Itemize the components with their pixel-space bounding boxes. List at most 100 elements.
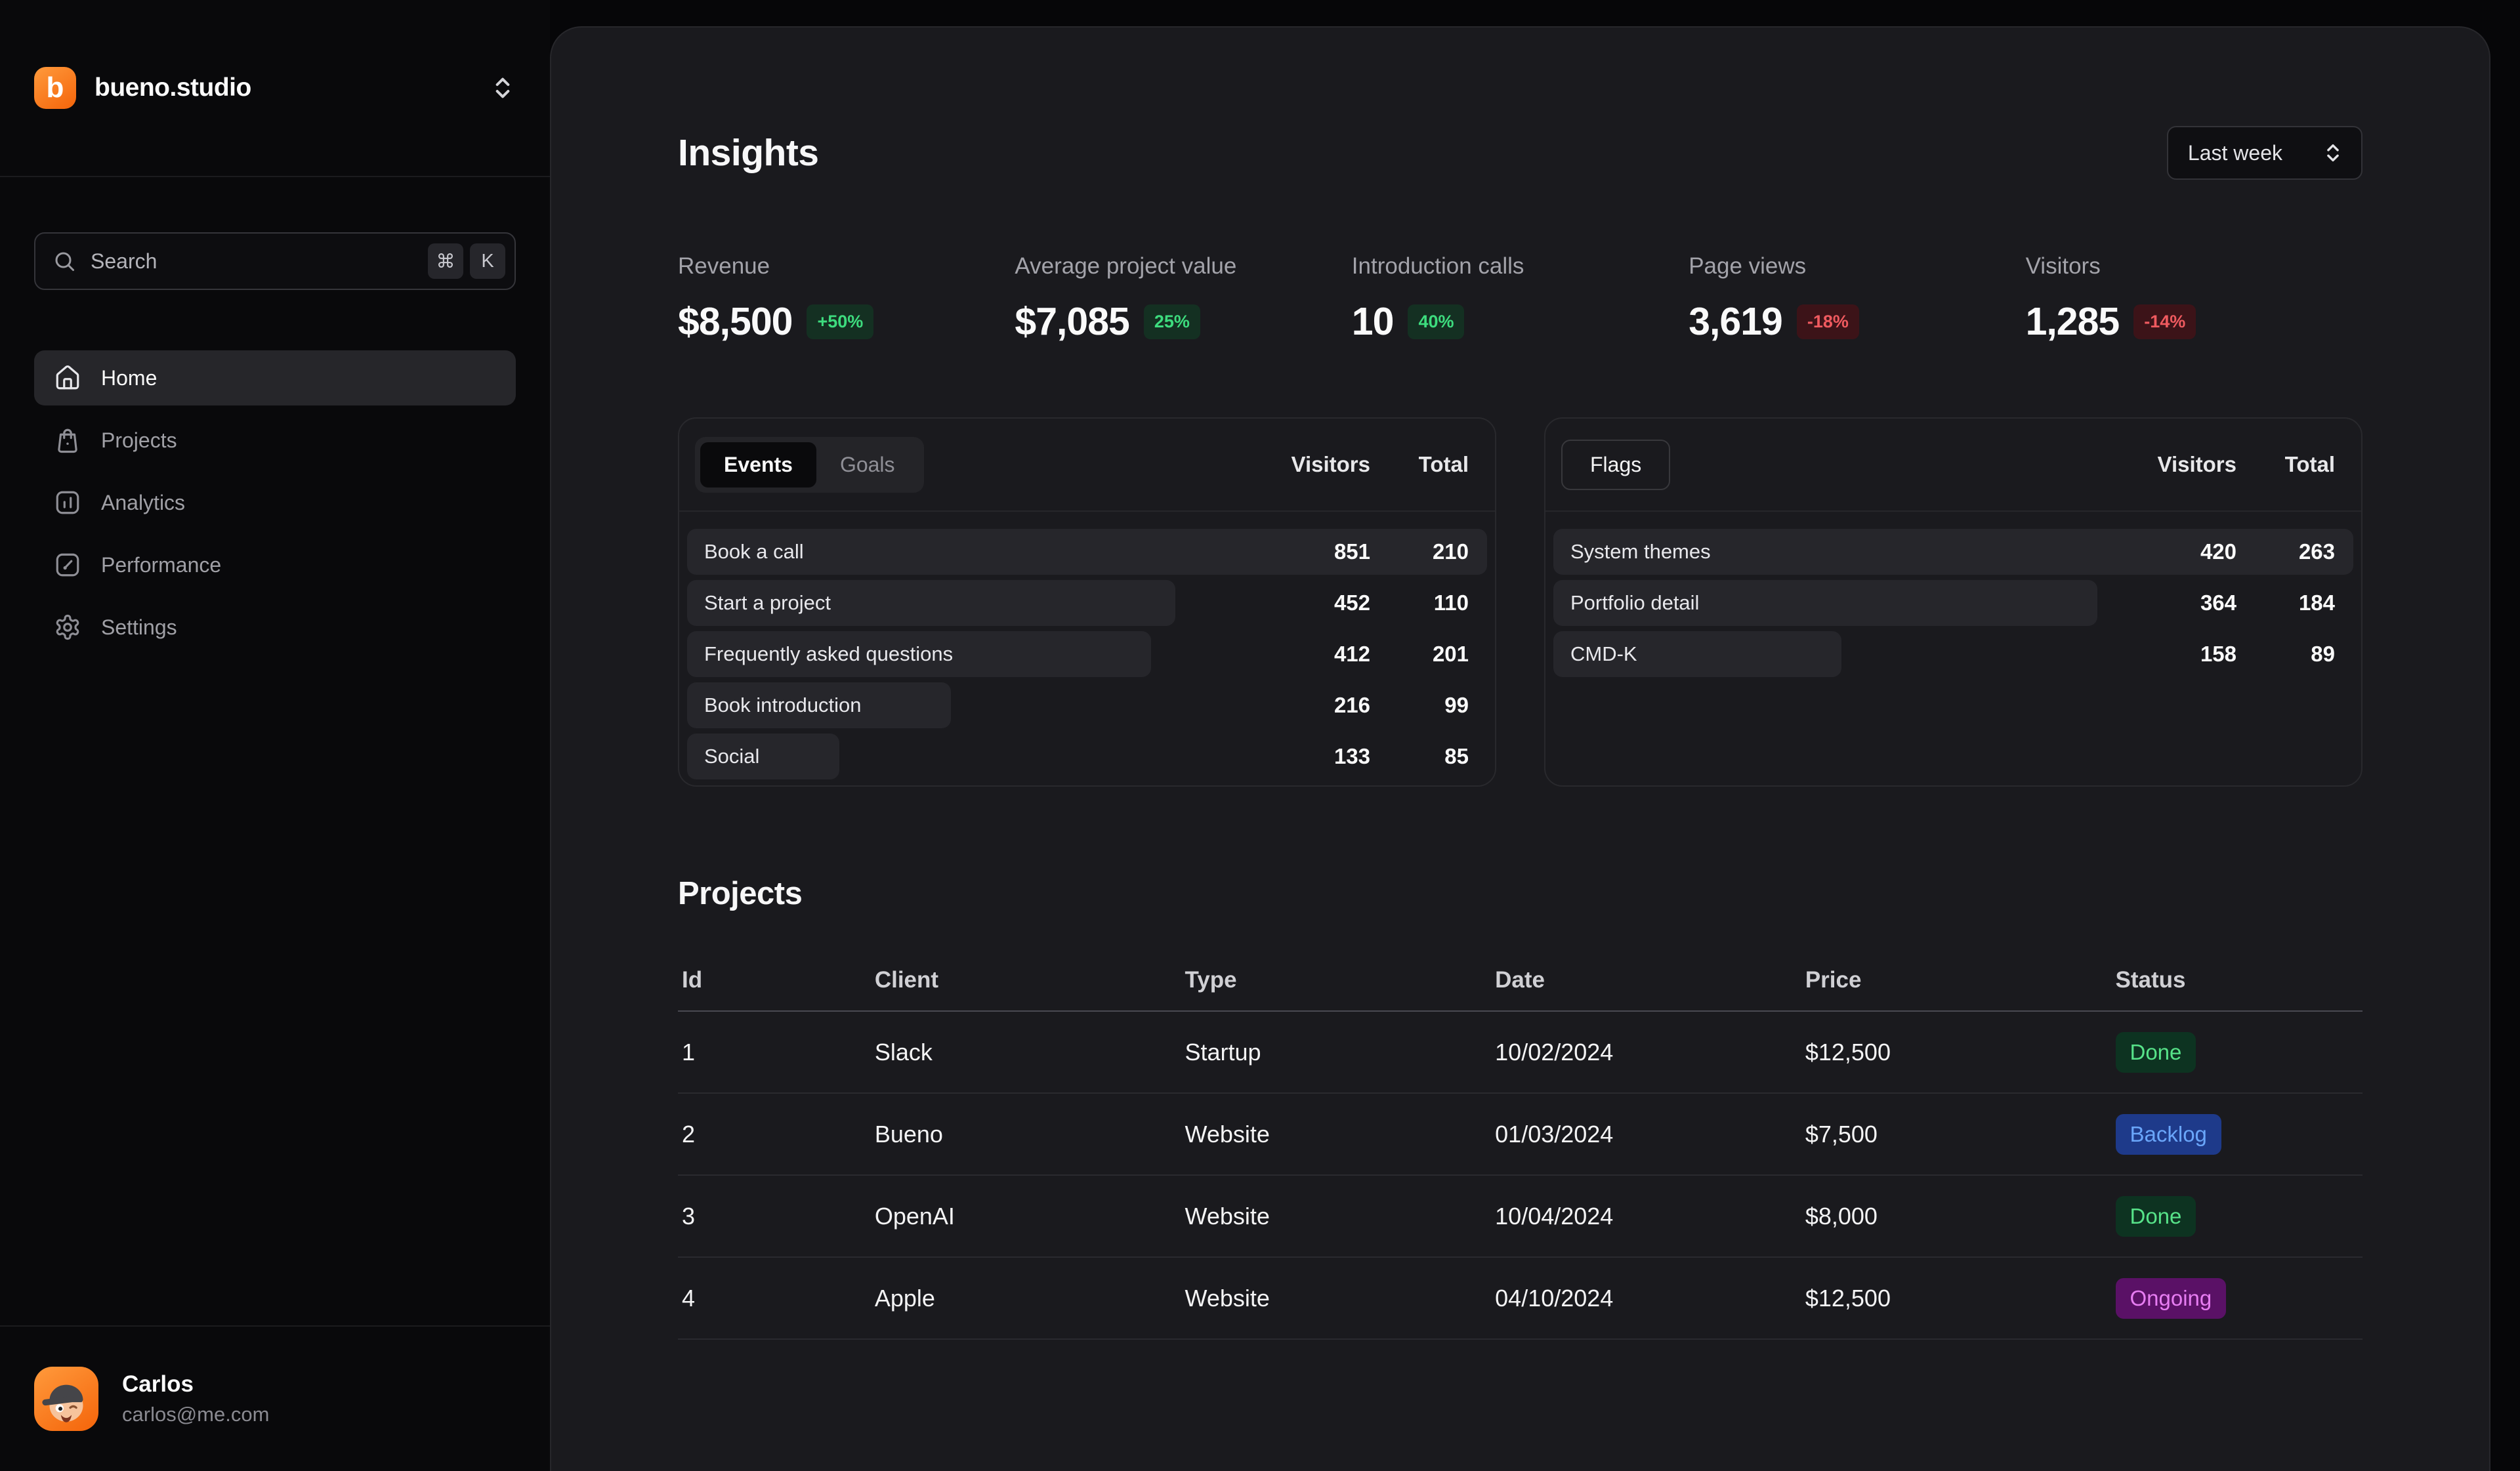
kpi-delta-badge: -18% (1796, 304, 1859, 339)
user-profile[interactable]: Carlos carlos@me.com (0, 1325, 550, 1471)
sidebar-item-projects[interactable]: Projects (34, 413, 516, 468)
performance-icon (54, 551, 81, 579)
events-goals-tabs: Events Goals (695, 436, 924, 493)
date-cell: 10/04/2024 (1495, 1202, 1614, 1230)
client-cell: Bueno (874, 1120, 943, 1148)
col-type: Type (1185, 967, 1237, 993)
visitors-value: 216 (1334, 693, 1370, 717)
price-cell: $12,500 (1805, 1284, 1891, 1312)
col-client: Client (874, 967, 939, 993)
k-keycap: K (470, 243, 505, 279)
sidebar-item-performance[interactable]: Performance (34, 537, 516, 592)
total-value: 210 (1432, 539, 1469, 564)
value-bar (687, 529, 1487, 575)
brand-name: bueno.studio (94, 73, 251, 102)
sidebar-item-label: Performance (101, 552, 222, 577)
col-status: Status (2115, 967, 2186, 993)
type-cell: Website (1185, 1120, 1270, 1148)
kpi-value: $7,085 (1015, 300, 1129, 343)
page-title: Insights (678, 132, 819, 174)
date-cell: 01/03/2024 (1495, 1120, 1614, 1148)
visitors-value: 412 (1334, 642, 1370, 666)
kpi-label: Average project value (1015, 253, 1237, 279)
kpi-value: 1,285 (2025, 300, 2120, 343)
tab-goals[interactable]: Goals (839, 452, 895, 476)
visitors-value: 133 (1334, 744, 1370, 768)
value-bar (687, 631, 1152, 677)
table-row: 1 Slack Startup 10/02/2024 $12,500 Done (678, 1012, 2362, 1094)
kpi-delta-badge: +50% (807, 304, 874, 339)
home-icon (54, 364, 81, 392)
row-label: Book a call (704, 540, 804, 563)
cmd-keycap: ⌘ (428, 243, 463, 279)
total-value: 184 (2298, 590, 2335, 615)
search-placeholder: Search (91, 249, 158, 273)
sidebar-item-label: Home (101, 365, 158, 390)
events-panel: Events Goals Visitors Total Book a call 8… (678, 417, 1496, 787)
total-value: 85 (1444, 744, 1469, 768)
kpi-value: 3,619 (1689, 300, 1783, 343)
total-value: 110 (1433, 590, 1469, 615)
event-row: Book introduction 216 99 (687, 682, 1487, 728)
status-cell: Ongoing (2115, 1277, 2359, 1319)
table-row: 2 Bueno Website 01/03/2024 $7,500 Backlog (678, 1094, 2362, 1176)
status-badge: Done (2115, 1031, 2196, 1073)
flags-chip[interactable]: Flags (1561, 439, 1671, 490)
kpi-delta-badge: 40% (1408, 304, 1465, 339)
kpi-delta-badge: 25% (1143, 304, 1200, 339)
col-date: Date (1495, 967, 1545, 993)
kpi-label: Introduction calls (1351, 253, 1524, 279)
brand-logo: b (34, 67, 76, 109)
row-label: CMD-K (1570, 642, 1637, 665)
value-bar (687, 734, 839, 779)
status-cell: Backlog (2115, 1113, 2359, 1155)
event-row: Book a call 851 210 (687, 529, 1487, 575)
gear-icon (54, 613, 81, 641)
main-content: Insights Last week Revenue $8,500 +50% Aver… (550, 26, 2490, 1471)
type-cell: Website (1185, 1202, 1270, 1230)
events-total-header: Total (1418, 452, 1469, 476)
visitors-value: 851 (1334, 539, 1370, 564)
event-row: Social 133 85 (687, 734, 1487, 779)
chevrons-up-down-icon (2322, 142, 2344, 164)
kpi-value: 10 (1351, 300, 1395, 343)
workspace-switcher[interactable]: b bueno.studio (0, 0, 550, 177)
flag-row: System themes 420 263 (1553, 529, 2353, 575)
kpi-card: Page views 3,619 -18% (1689, 253, 2025, 344)
id-cell: 4 (682, 1284, 696, 1312)
value-bar (1553, 580, 2097, 626)
flag-row: Portfolio detail 364 184 (1553, 580, 2353, 626)
sidebar-item-settings[interactable]: Settings (34, 600, 516, 655)
sidebar-item-label: Projects (101, 428, 177, 452)
period-select-value: Last week (2187, 140, 2282, 165)
kpi-card: Introduction calls 10 40% (1352, 253, 1689, 344)
projects-table-header: Id Client Type Date Price Status (678, 950, 2362, 1012)
status-badge: Backlog (2115, 1113, 2221, 1155)
status-badge: Done (2115, 1195, 2196, 1237)
kpi-card: Average project value $7,085 25% (1015, 253, 1351, 344)
col-price: Price (1805, 967, 1862, 993)
col-id: Id (682, 967, 703, 993)
tab-events[interactable]: Events (700, 442, 816, 487)
row-label: Frequently asked questions (704, 642, 954, 665)
event-row: Start a project 452 110 (687, 580, 1487, 626)
visitors-value: 452 (1334, 590, 1370, 615)
total-value: 89 (2311, 642, 2335, 666)
projects-title: Projects (678, 876, 803, 911)
search-input[interactable]: Search ⌘ K (34, 232, 516, 290)
flags-panel: Flags Visitors Total System themes 420 263… (1544, 417, 2362, 787)
period-select[interactable]: Last week (2166, 126, 2362, 180)
user-email: carlos@me.com (122, 1403, 270, 1426)
value-bar (687, 580, 1175, 626)
sidebar-item-label: Analytics (101, 490, 186, 514)
kpi-card: Revenue $8,500 +50% (678, 253, 1015, 344)
kpi-row: Revenue $8,500 +50% Average project value $7… (678, 253, 2362, 344)
row-label: Book introduction (704, 694, 862, 716)
kpi-label: Page views (1689, 253, 1807, 279)
type-cell: Website (1185, 1284, 1270, 1312)
event-row: Frequently asked questions 412 201 (687, 631, 1487, 677)
row-label: Start a project (704, 591, 831, 614)
sidebar-item-home[interactable]: Home (34, 350, 516, 405)
sidebar-item-analytics[interactable]: Analytics (34, 475, 516, 530)
kpi-card: Visitors 1,285 -14% (2026, 253, 2362, 344)
